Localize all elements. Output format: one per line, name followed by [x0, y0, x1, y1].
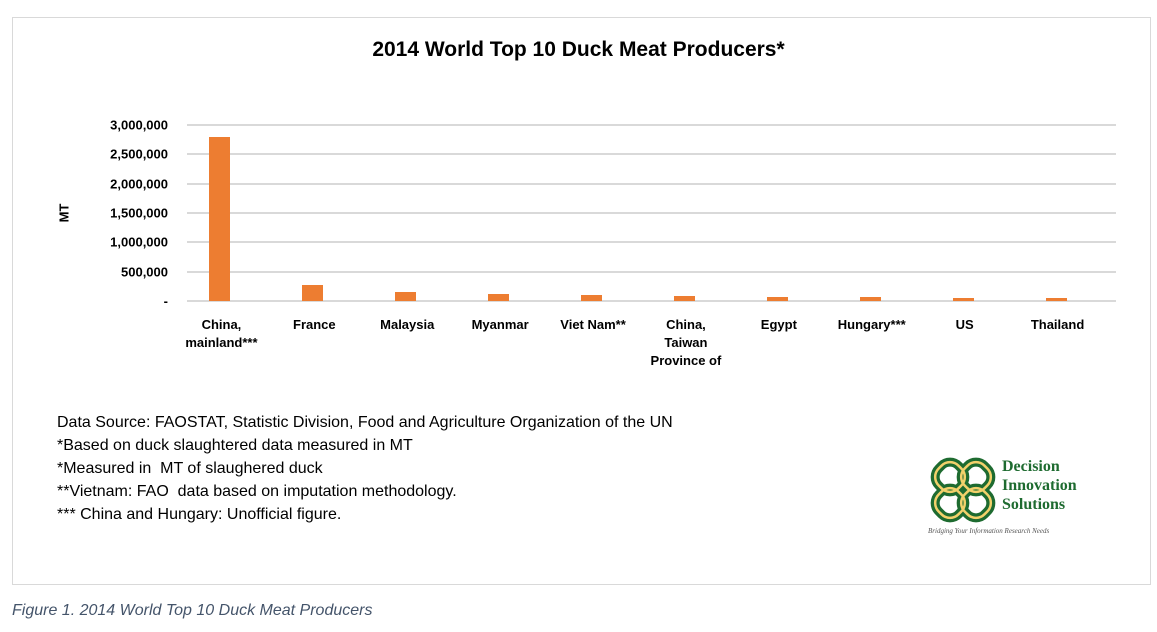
bar-4 [581, 294, 603, 301]
knot-logo-icon [930, 457, 996, 523]
x-tick-label: Viet Nam** [560, 317, 626, 332]
x-tick-label: Thailand [1030, 317, 1085, 332]
note-based-on: *Based on duck slaughtered data measured… [57, 437, 413, 454]
bar-7 [859, 296, 881, 301]
y-tick-label: 2,500,000 [110, 146, 168, 162]
x-tick-label: Myanmar [471, 317, 529, 332]
bar-2 [395, 292, 417, 301]
x-tick-label: France [293, 317, 336, 332]
gridline [187, 300, 1116, 302]
logo-line-2: Innovation [1002, 477, 1077, 494]
y-tick-label: 500,000 [121, 264, 168, 280]
logo-tagline: Bridging Your Information Research Needs [928, 527, 1050, 535]
x-tick-label: China, Taiwan Province of [650, 317, 722, 368]
y-tick-label: - [163, 293, 168, 309]
x-tick-label: Egypt [760, 317, 797, 332]
y-tick-label: 3,000,000 [110, 117, 168, 133]
logo-line-3: Solutions [1002, 496, 1066, 513]
plot-area [187, 124, 1116, 302]
bar-0 [209, 136, 231, 301]
x-tick-label: US [955, 317, 974, 332]
company-logo: Decision Innovation Solutions Bridging Y… [928, 455, 1118, 540]
gridline [187, 153, 1116, 156]
bar-9 [1045, 297, 1067, 301]
bar-5 [673, 296, 695, 301]
note-measured-in: *Measured in MT of slaughered duck [57, 460, 323, 477]
note-china-hungary: *** China and Hungary: Unofficial figure… [57, 506, 342, 523]
y-tick-label: 2,000,000 [110, 176, 168, 192]
bar-8 [952, 297, 974, 301]
gridline [187, 270, 1116, 273]
logo-wordmark: Decision Innovation Solutions [1002, 457, 1077, 514]
gridline [187, 212, 1116, 214]
note-data-source: Data Source: FAOSTAT, Statistic Division… [57, 414, 673, 431]
bar-3 [488, 293, 510, 301]
y-tick-label: 1,500,000 [110, 205, 168, 221]
logo-line-1: Decision [1002, 458, 1060, 475]
y-tick-label: 1,000,000 [110, 234, 168, 250]
bar-6 [766, 296, 788, 301]
gridline [187, 124, 1116, 126]
x-tick-label: Hungary*** [837, 317, 906, 332]
gridline [187, 182, 1116, 185]
chart-title: 2014 World Top 10 Duck Meat Producers* [372, 38, 785, 61]
note-vietnam: **Vietnam: FAO data based on imputation … [57, 483, 457, 500]
x-tick-label: China, mainland*** [185, 317, 258, 350]
figure-caption: Figure 1. 2014 World Top 10 Duck Meat Pr… [12, 602, 373, 619]
y-axis-ticks: - 500,000 1,000,000 1,500,000 2,000,000 2,500… [68, 118, 168, 309]
x-tick-label: Malaysia [380, 317, 435, 332]
bar-1 [302, 284, 324, 301]
footnotes: Data Source: FAOSTAT, Statistic Division… [57, 411, 673, 526]
gridline [187, 241, 1116, 244]
